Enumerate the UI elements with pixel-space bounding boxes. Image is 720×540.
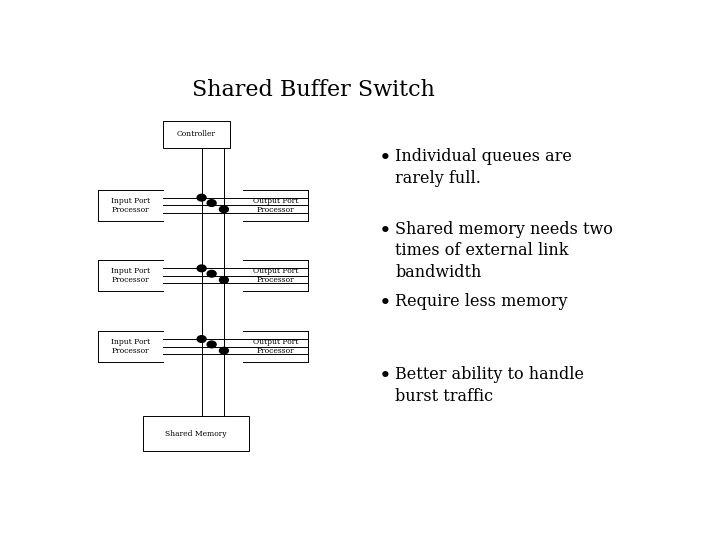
Text: Input Port
Processor: Input Port Processor: [111, 267, 150, 285]
Text: Require less memory: Require less memory: [395, 293, 568, 310]
Bar: [143, 416, 249, 451]
Circle shape: [220, 347, 228, 354]
Text: Shared Buffer Switch: Shared Buffer Switch: [192, 79, 435, 102]
Text: Individual queues are
rarely full.: Individual queues are rarely full.: [395, 148, 572, 186]
Bar: [163, 121, 230, 148]
Text: Output Port
Processor: Output Port Processor: [253, 338, 298, 355]
Text: Better ability to handle
burst traffic: Better ability to handle burst traffic: [395, 366, 584, 405]
Text: Shared memory needs two
times of external link
bandwidth: Shared memory needs two times of externa…: [395, 221, 613, 281]
Text: Output Port
Processor: Output Port Processor: [253, 267, 298, 285]
Circle shape: [207, 341, 216, 348]
Text: •: •: [379, 366, 391, 386]
Text: Input Port
Processor: Input Port Processor: [111, 197, 150, 214]
Text: Controller: Controller: [176, 131, 215, 138]
Circle shape: [197, 194, 206, 201]
Circle shape: [197, 336, 206, 342]
Text: •: •: [379, 293, 391, 314]
Text: Input Port
Processor: Input Port Processor: [111, 338, 150, 355]
Circle shape: [207, 271, 216, 277]
Circle shape: [220, 206, 228, 213]
Text: •: •: [379, 221, 391, 241]
Text: Shared Memory: Shared Memory: [166, 430, 227, 438]
Circle shape: [207, 200, 216, 206]
Text: Output Port
Processor: Output Port Processor: [253, 197, 298, 214]
Text: •: •: [379, 148, 391, 168]
Circle shape: [220, 276, 228, 284]
Circle shape: [197, 265, 206, 272]
